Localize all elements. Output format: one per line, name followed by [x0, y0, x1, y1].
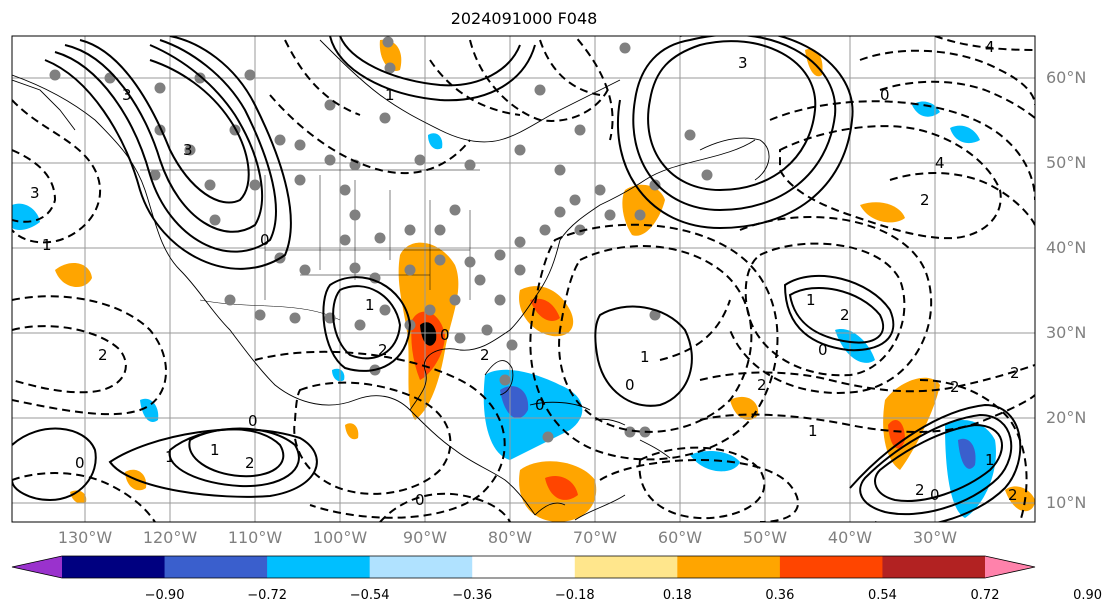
svg-text:0: 0 — [248, 412, 258, 430]
svg-text:0: 0 — [440, 326, 450, 344]
colorbar-tick-label: 0.18 — [662, 588, 692, 603]
lon-label-50w: 50°W — [742, 528, 788, 547]
svg-text:2: 2 — [757, 376, 767, 394]
svg-text:0: 0 — [625, 376, 635, 394]
svg-text:2: 2 — [480, 346, 490, 364]
lon-label-120w: 120°W — [142, 528, 198, 547]
svg-text:0: 0 — [880, 86, 890, 104]
svg-text:2: 2 — [840, 306, 850, 324]
colorbar-segment — [62, 556, 166, 578]
svg-text:1: 1 — [165, 448, 175, 466]
lat-label-50n: 50°N — [1046, 153, 1087, 172]
svg-text:2: 2 — [245, 454, 255, 472]
svg-text:3: 3 — [738, 54, 748, 72]
svg-text:2: 2 — [950, 378, 960, 396]
colorbar-tick-label: −0.54 — [349, 588, 390, 603]
svg-text:0: 0 — [260, 231, 270, 249]
lat-label-60n: 60°N — [1046, 68, 1087, 87]
lat-label-10n: 10°N — [1046, 493, 1087, 512]
colorbar-segment — [882, 556, 986, 578]
svg-text:2: 2 — [98, 346, 108, 364]
lon-label-90w: 90°W — [402, 528, 448, 547]
colorbar-extend-high — [985, 556, 1035, 578]
lat-label-40n: 40°N — [1046, 238, 1087, 257]
svg-text:2: 2 — [915, 481, 925, 499]
svg-text:2: 2 — [1008, 486, 1018, 504]
svg-text:0: 0 — [818, 341, 828, 359]
colorbar-segment — [677, 556, 781, 578]
lon-label-70w: 70°W — [572, 528, 618, 547]
colorbar-tick-label: 0.72 — [970, 588, 1000, 603]
colorbar-segment — [267, 556, 371, 578]
colorbar-tick-label: 0.54 — [867, 588, 897, 603]
svg-text:0: 0 — [75, 454, 85, 472]
svg-text:3: 3 — [183, 141, 193, 159]
colorbar-segment — [472, 556, 576, 578]
lon-label-40w: 40°W — [827, 528, 873, 547]
colorbar-tick-label: −0.36 — [452, 588, 493, 603]
svg-text:1: 1 — [210, 441, 220, 459]
colorbar-segment — [369, 556, 473, 578]
svg-text:1: 1 — [808, 422, 818, 440]
colorbar-segment — [164, 556, 268, 578]
svg-text:0: 0 — [930, 486, 940, 504]
positive-contours — [12, 36, 1022, 522]
colorbar-outline — [11, 555, 1036, 579]
lon-label-30w: 30°W — [912, 528, 958, 547]
negative-contours — [12, 36, 1035, 522]
map-title: 2024091000 F048 — [450, 9, 598, 28]
colorbar-tick-label: 0.90 — [1073, 588, 1103, 603]
lon-label-100w: 100°W — [312, 528, 368, 547]
colorbar-segment — [574, 556, 678, 578]
svg-text:3: 3 — [122, 86, 132, 104]
svg-text:0: 0 — [415, 491, 425, 509]
svg-text:1: 1 — [985, 451, 995, 469]
shading-negative — [12, 101, 996, 518]
svg-text:3: 3 — [30, 184, 40, 202]
svg-text:2: 2 — [1010, 364, 1020, 382]
colorbar-tick-label: −0.18 — [554, 588, 595, 603]
lat-label-30n: 30°N — [1046, 323, 1087, 342]
svg-text:1: 1 — [640, 348, 650, 366]
lat-label-20n: 20°N — [1046, 408, 1087, 427]
svg-text:1: 1 — [42, 236, 52, 254]
svg-text:0: 0 — [535, 396, 545, 414]
svg-text:1: 1 — [385, 86, 395, 104]
shading-positive — [55, 39, 1035, 522]
colorbar-tick-label: −0.72 — [247, 588, 288, 603]
lon-label-80w: 80°W — [487, 528, 533, 547]
station-markers — [49, 36, 713, 443]
svg-text:4: 4 — [935, 154, 945, 172]
colorbar-segment — [779, 556, 883, 578]
colorbar-tick-label: 0.36 — [765, 588, 795, 603]
colorbar-segments — [12, 556, 1035, 578]
svg-text:2: 2 — [378, 341, 388, 359]
lon-label-110w: 110°W — [227, 528, 283, 547]
lon-label-60w: 60°W — [657, 528, 703, 547]
colorbar-extend-low — [12, 556, 62, 578]
map-frame — [11, 35, 1036, 523]
svg-text:1: 1 — [365, 296, 375, 314]
graticule — [12, 36, 1035, 522]
svg-text:1: 1 — [806, 291, 816, 309]
svg-text:2: 2 — [920, 191, 930, 209]
lon-label-130w: 130°W — [57, 528, 113, 547]
svg-text:4: 4 — [985, 38, 995, 56]
contour-labels: 4 4 3 3 3 3 2 2 2 2 2 2 2 2 2 2 2 1 1 1 … — [30, 38, 1020, 509]
colorbar-tick-label: −0.90 — [144, 588, 185, 603]
